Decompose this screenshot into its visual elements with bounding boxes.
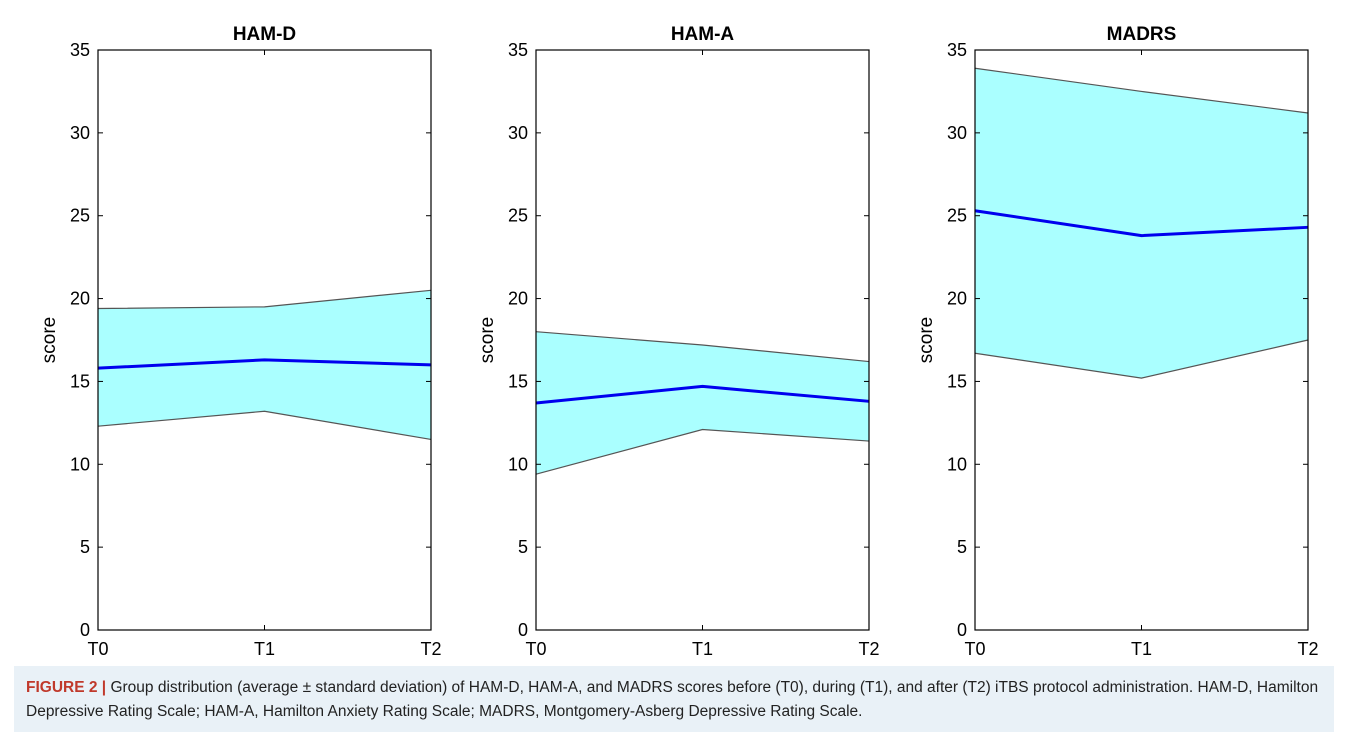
madrs-ytick-label-0: 0 xyxy=(957,620,967,640)
ham-d-ytick-label-5: 5 xyxy=(80,537,90,557)
madrs-panel-title: MADRS xyxy=(1107,24,1177,45)
ham-d-ytick-label-10: 10 xyxy=(70,454,90,474)
madrs-y-axis-label: score xyxy=(916,317,937,363)
madrs-sd-band xyxy=(975,68,1308,379)
ham-a-ytick-label-25: 25 xyxy=(508,206,528,226)
madrs-xtick-label-t0: T0 xyxy=(964,639,985,659)
madrs-ytick-label-5: 5 xyxy=(957,537,967,557)
madrs-xtick-label-t1: T1 xyxy=(1131,639,1152,659)
ham-a-ytick-label-30: 30 xyxy=(508,123,528,143)
ham-d-xtick-label-t2: T2 xyxy=(420,639,441,659)
ham-a-band-lower-edge xyxy=(535,428,870,475)
ham-a-ytick-label-0: 0 xyxy=(518,620,528,640)
ham-a-ytick-label-10: 10 xyxy=(508,454,528,474)
figure-label: FIGURE 2 xyxy=(26,679,98,696)
ham-d-panel-title: HAM-D xyxy=(233,24,296,45)
ham-d-band-upper-edge xyxy=(97,289,432,310)
ham-a-xtick-label-t2: T2 xyxy=(858,639,879,659)
ham-d-ytick-label-30: 30 xyxy=(70,123,90,143)
ham-a-xtick-label-t0: T0 xyxy=(525,639,546,659)
ham-a-panel-title: HAM-A xyxy=(671,24,735,45)
ham-d-ytick-label-20: 20 xyxy=(70,289,90,309)
ham-d-ytick-label-35: 35 xyxy=(70,40,90,60)
ham-d-ytick-label-15: 15 xyxy=(70,371,90,391)
madrs-band-lower-edge xyxy=(974,339,1309,379)
ham-d-xtick-label-t1: T1 xyxy=(254,639,275,659)
madrs-ytick-label-25: 25 xyxy=(947,206,967,226)
figure-caption-text: Group distribution (average ± standard d… xyxy=(26,679,1319,720)
madrs-ytick-label-10: 10 xyxy=(947,454,967,474)
ham-a-ytick-label-5: 5 xyxy=(518,537,528,557)
ham-a-sd-band xyxy=(536,331,869,475)
ham-d-sd-band xyxy=(98,290,431,440)
madrs-ytick-label-15: 15 xyxy=(947,371,967,391)
ham-d-ytick-label-25: 25 xyxy=(70,206,90,226)
ham-a-ytick-label-35: 35 xyxy=(508,40,528,60)
figure-caption: FIGURE 2 | Group distribution (average ±… xyxy=(14,666,1334,732)
ham-d-y-axis-label: score xyxy=(39,317,60,363)
madrs-band-upper-edge xyxy=(974,67,1309,114)
ham-a-xtick-label-t1: T1 xyxy=(692,639,713,659)
madrs-ytick-label-35: 35 xyxy=(947,40,967,60)
madrs-ytick-label-30: 30 xyxy=(947,123,967,143)
ham-a-band-upper-edge xyxy=(535,331,870,363)
ham-a-ytick-label-15: 15 xyxy=(508,371,528,391)
figure-canvas: 0 5 10 15 20 25 30 35 T0 T1 T2 HAM-D score 0 5 10 15 20 25… xyxy=(39,24,1319,659)
figure-label-separator: | xyxy=(101,679,107,696)
ham-d-band-lower-edge xyxy=(97,410,432,441)
ham-a-ytick-label-20: 20 xyxy=(508,289,528,309)
madrs-ytick-label-20: 20 xyxy=(947,289,967,309)
ham-d-xtick-label-t0: T0 xyxy=(87,639,108,659)
madrs-xtick-label-t2: T2 xyxy=(1297,639,1318,659)
ham-d-ytick-label-0: 0 xyxy=(80,620,90,640)
ham-a-y-axis-label: score xyxy=(477,317,498,363)
